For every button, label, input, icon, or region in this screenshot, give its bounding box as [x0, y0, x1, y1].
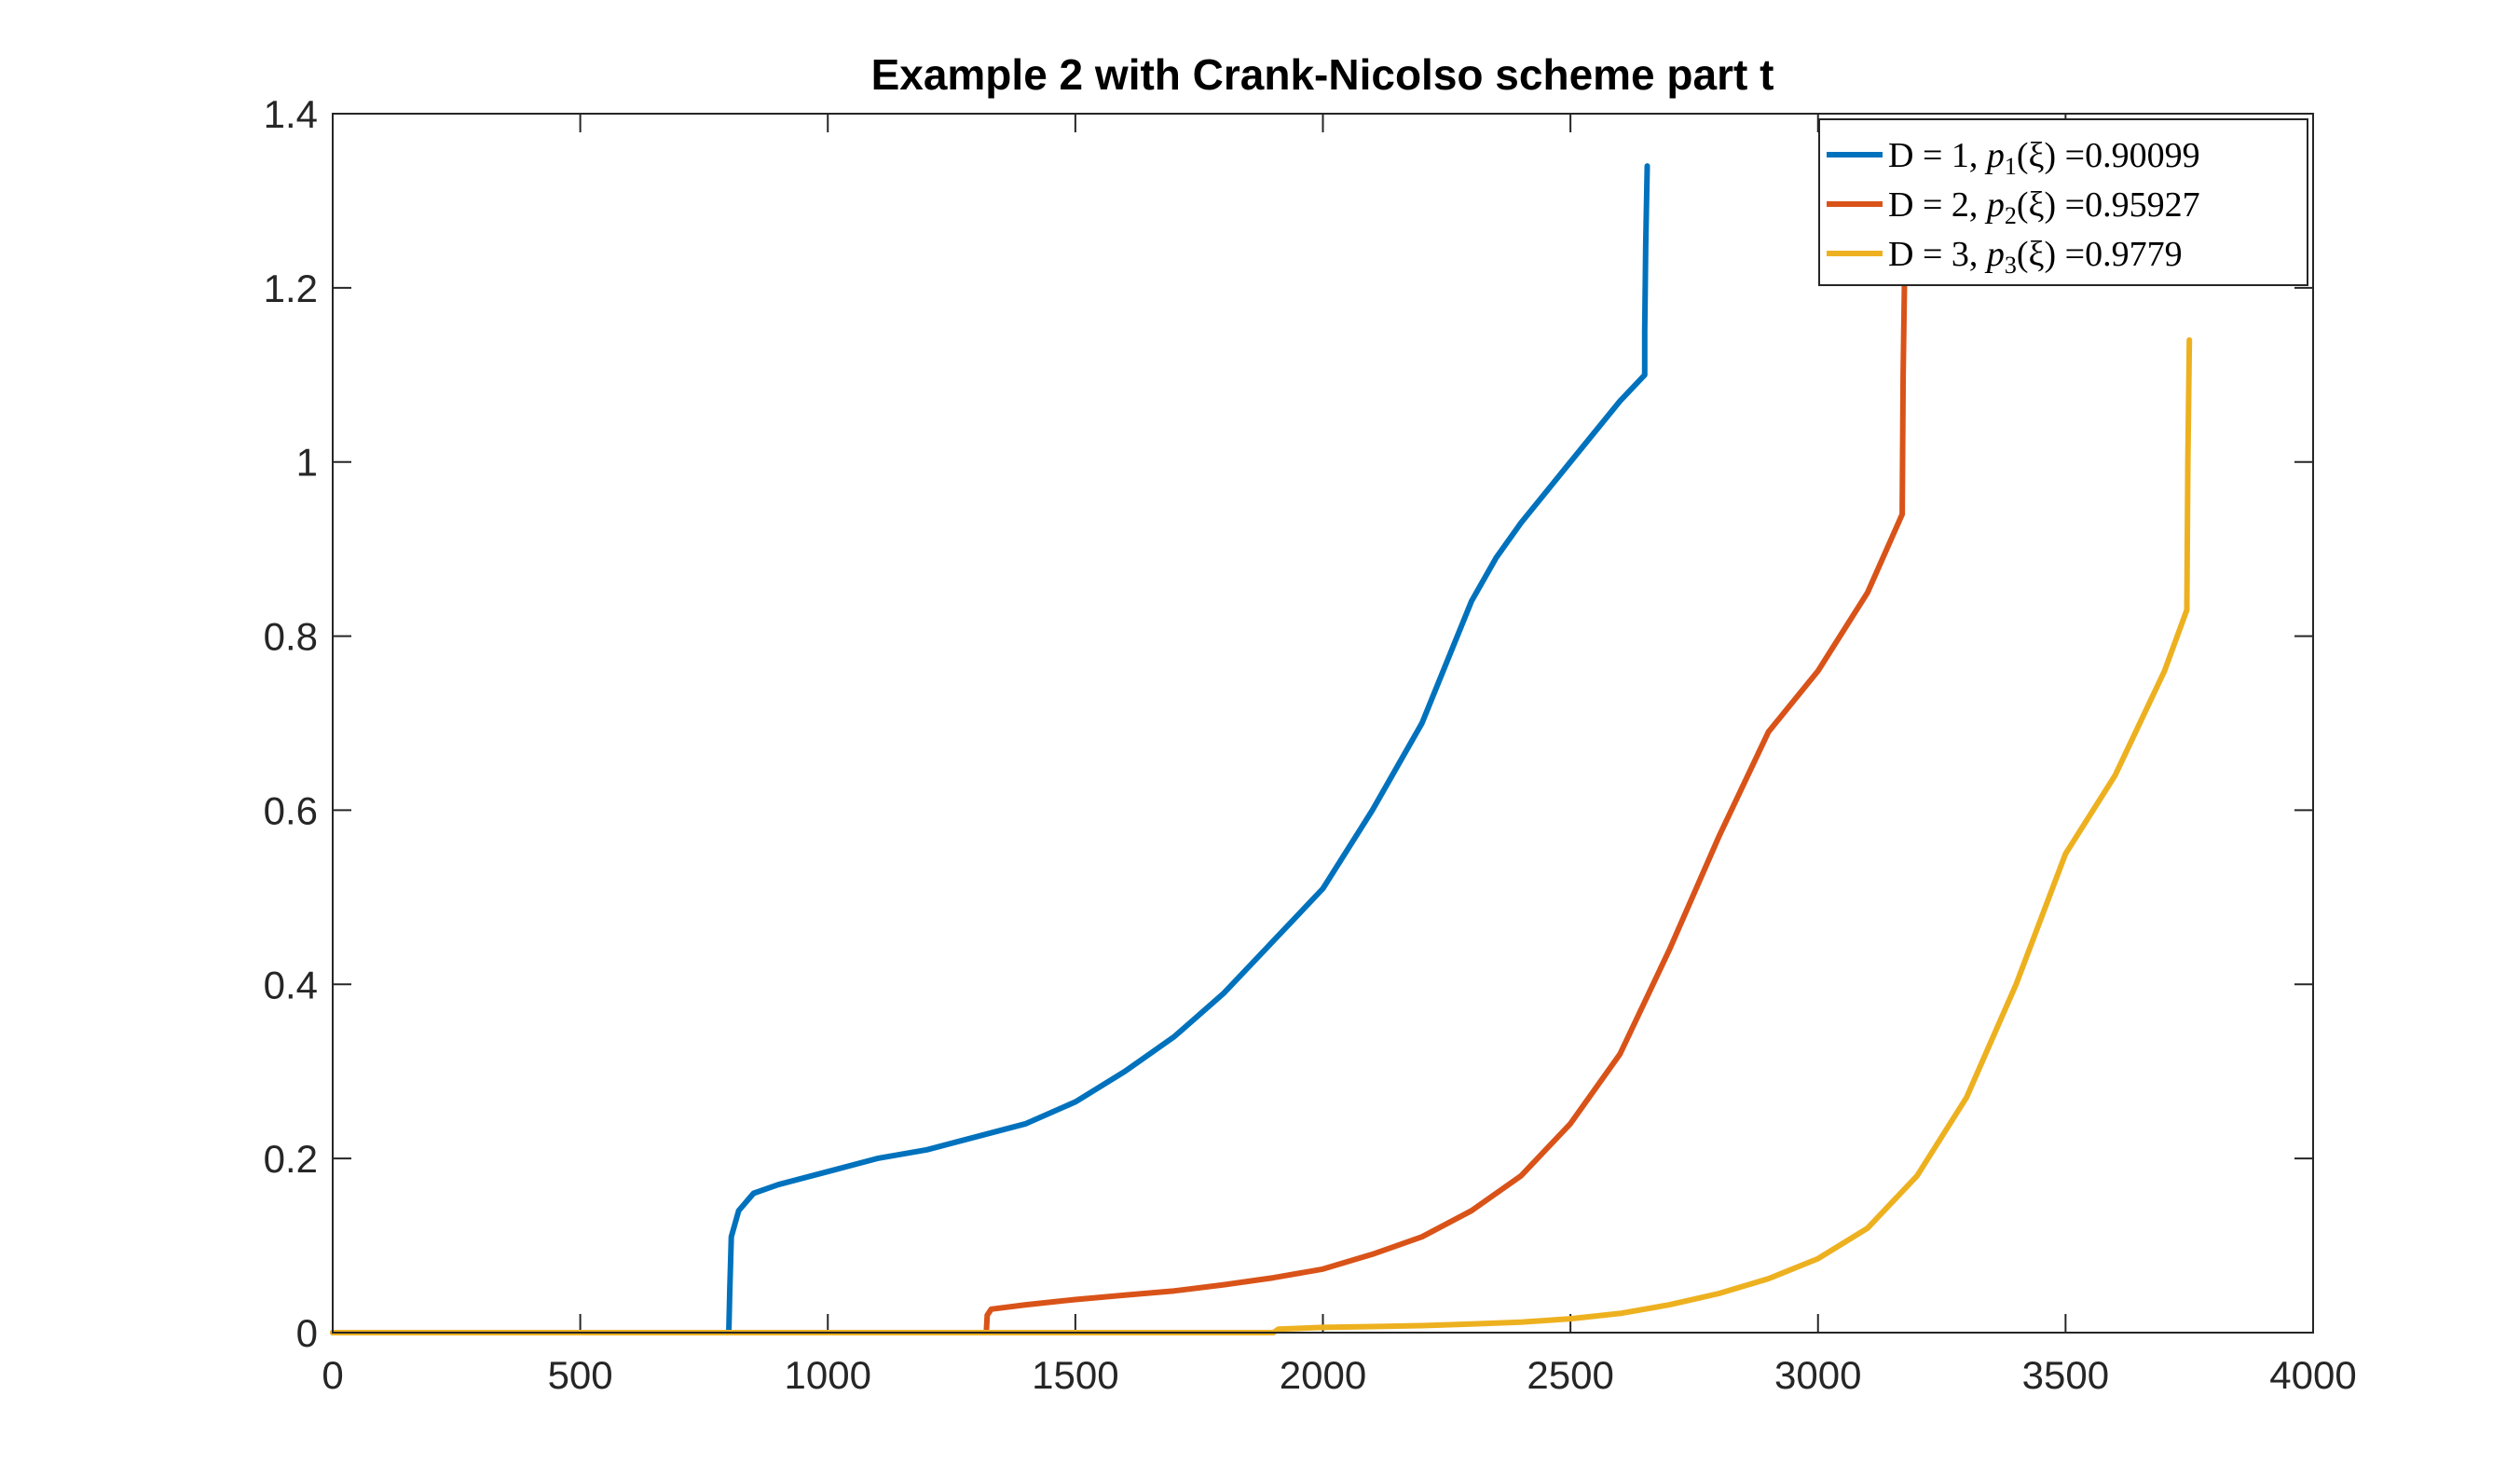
x-tick-label: 0 — [322, 1353, 343, 1397]
axes-box — [332, 113, 2314, 1334]
plot-area — [333, 114, 2313, 1333]
x-tick-label: 1500 — [1032, 1353, 1118, 1397]
x-tick-label: 1000 — [785, 1353, 871, 1397]
series-line-3 — [330, 336, 2193, 1335]
legend-label: D = 3, p3(ξ) =0.9779 — [1888, 235, 2183, 279]
series-layer — [330, 163, 2193, 1335]
legend-entry: D = 3, p3(ξ) =0.9779 — [1827, 235, 2183, 279]
y-tick-label: 1.4 — [264, 92, 318, 136]
x-tick-label: 500 — [548, 1353, 613, 1397]
legend-box — [1818, 118, 2308, 286]
x-tick-label: 3500 — [2022, 1353, 2109, 1397]
x-tick-label: 4000 — [2269, 1353, 2356, 1397]
legend-entry: D = 1, p1(ξ) =0.90099 — [1827, 136, 2200, 180]
y-tick-label: 0.8 — [264, 615, 318, 659]
x-tick-label: 3000 — [1774, 1353, 1861, 1397]
ticks-layer: 0 500 1000 1500 2000 2500 3000 3500 4000 0 0.2 0.4 0… — [264, 92, 2357, 1397]
series-line-2 — [330, 267, 1908, 1335]
legend-label: D = 1, p1(ξ) =0.90099 — [1888, 136, 2200, 180]
y-tick-label: 0 — [296, 1311, 318, 1355]
y-tick-label: 0.6 — [264, 788, 318, 832]
legend: D = 1, p1(ξ) =0.90099 D = 2, p2(ξ) =0.95… — [1818, 118, 2308, 286]
y-tick-label: 0.4 — [264, 963, 318, 1006]
y-tick-label: 0.2 — [264, 1137, 318, 1181]
legend-label: D = 2, p2(ξ) =0.95927 — [1888, 185, 2200, 229]
series-line-1 — [330, 163, 1650, 1335]
legend-entry: D = 2, p2(ξ) =0.95927 — [1827, 185, 2200, 229]
chart-title: Example 2 with Crank-Nicolso scheme part… — [871, 50, 1774, 99]
x-tick-label: 2000 — [1280, 1353, 1366, 1397]
y-tick-label: 1 — [296, 441, 318, 485]
y-tick-label: 1.2 — [264, 267, 318, 310]
x-tick-label: 2500 — [1527, 1353, 1613, 1397]
